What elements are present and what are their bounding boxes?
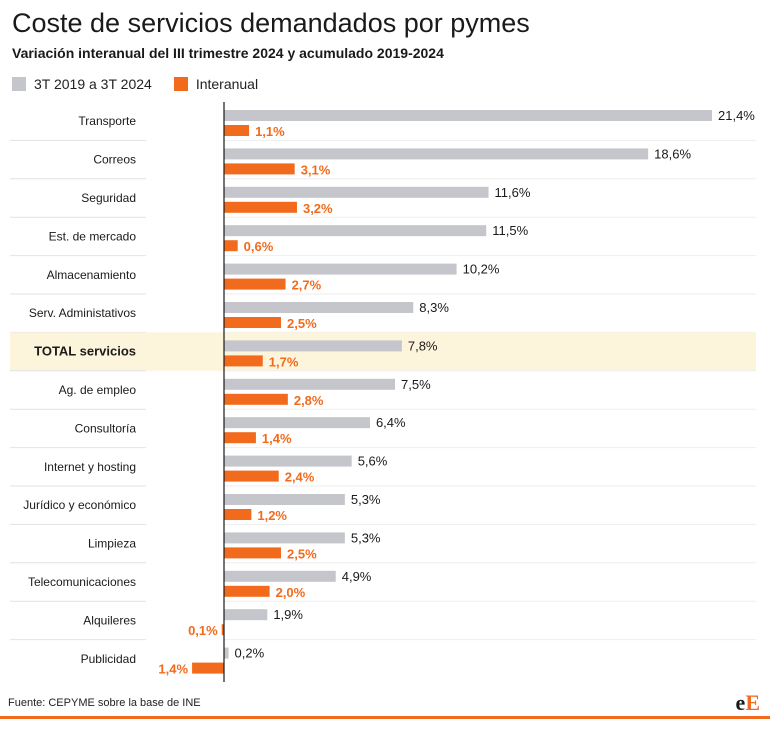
data-label-gray: 5,6% [358,454,388,469]
data-label-gray: 7,8% [408,338,438,353]
data-label-gray: 5,3% [351,492,381,507]
legend-swatch-orange [173,77,188,91]
legend: 3T 2019 a 3T 2024 Interanual [12,76,280,92]
data-label-gray: 0,2% [235,646,265,661]
bar-gray [224,570,336,582]
bar-chart: Transporte 21,4% 1,1% Correos 18,6% 3,1% Segur… [10,102,756,682]
bar-gray [224,302,414,313]
bar-gray [224,148,649,160]
data-label-orange: 2,7% [292,278,322,293]
data-label-orange: 1,2% [257,508,287,523]
chart-subtitle: Variación interanual del III trimestre 2… [12,45,444,61]
data-label-orange: 1,4% [158,662,188,677]
category-label: Correos [93,153,136,167]
data-label-orange: 1,4% [262,431,292,446]
data-label-orange: 2,4% [285,470,315,485]
data-label-gray: 11,5% [492,223,528,238]
bar-orange [224,432,256,444]
bar-orange [221,624,224,636]
bar-orange [224,125,250,136]
bar-orange [224,509,252,520]
data-label-gray: 4,9% [342,569,372,584]
legend-label-orange: Interanual [195,76,259,92]
data-label-orange: 2,8% [294,393,324,408]
data-label-orange: 2,5% [287,316,317,331]
highlight-row-band [10,332,756,371]
bar-gray [224,417,370,429]
category-label: Telecomunicaciones [28,575,136,589]
data-label-orange: 1,7% [269,354,299,369]
category-label: Consultoría [75,421,137,435]
data-label-gray: 10,2% [463,262,500,277]
bottom-accent-bar [0,716,770,719]
bar-orange [224,470,279,482]
category-label: Est. de mercado [49,229,137,243]
bar-gray [224,455,352,467]
bar-gray [224,340,402,352]
category-label: Limpieza [88,537,136,551]
legend-swatch-gray [12,77,26,91]
category-label: TOTAL servicios [34,344,136,359]
category-label: Almacenamiento [47,268,137,282]
data-label-orange: 2,5% [287,546,317,561]
category-label: Jurídico y económico [23,498,136,512]
bar-orange [224,393,288,405]
publisher-logo: eE [735,690,760,715]
category-label: Serv. Administativos [29,306,136,320]
bar-orange [224,201,297,213]
bar-orange [224,278,286,290]
bar-gray [224,186,489,198]
bar-gray [224,494,345,505]
bar-orange [192,662,224,674]
data-label-orange: 1,1% [255,124,285,139]
category-label: Publicidad [81,652,136,666]
data-label-gray: 8,3% [419,300,449,315]
bar-gray [224,263,457,275]
category-label: Transporte [78,114,136,128]
bar-orange [224,240,238,252]
source-note: Fuente: CEPYME sobre la base de INE [8,697,201,709]
legend-item-gray: 3T 2019 a 3T 2024 [12,76,152,92]
data-label-gray: 11,6% [495,185,531,200]
bar-gray [224,532,345,544]
data-label-gray: 21,4% [718,108,755,123]
bar-gray [224,647,229,659]
bar-orange [224,317,282,328]
bar-orange [224,355,263,367]
data-label-orange: 0,6% [244,239,274,254]
data-label-orange: 0,1% [188,623,218,638]
legend-item-orange: Interanual [173,76,259,92]
bar-orange [224,163,295,175]
data-label-orange: 2,0% [276,585,306,600]
data-label-gray: 18,6% [654,146,691,161]
category-label: Internet y hosting [44,460,136,474]
data-label-orange: 3,2% [303,201,333,216]
bar-gray [224,110,712,121]
data-label-gray: 5,3% [351,530,381,545]
category-label: Seguridad [81,191,136,205]
category-label: Alquileres [83,613,136,627]
category-label: Ag. de empleo [59,383,137,397]
data-label-orange: 3,1% [301,162,331,177]
data-label-gray: 7,5% [401,377,431,392]
data-label-gray: 1,9% [273,607,303,622]
data-label-gray: 6,4% [376,415,406,430]
legend-label-gray: 3T 2019 a 3T 2024 [34,76,152,92]
bar-orange [224,585,270,597]
bar-gray [224,378,396,390]
bar-gray [224,225,487,237]
bar-orange [224,547,282,559]
chart-title: Coste de servicios demandados por pymes [12,8,530,38]
bar-gray [224,609,268,621]
